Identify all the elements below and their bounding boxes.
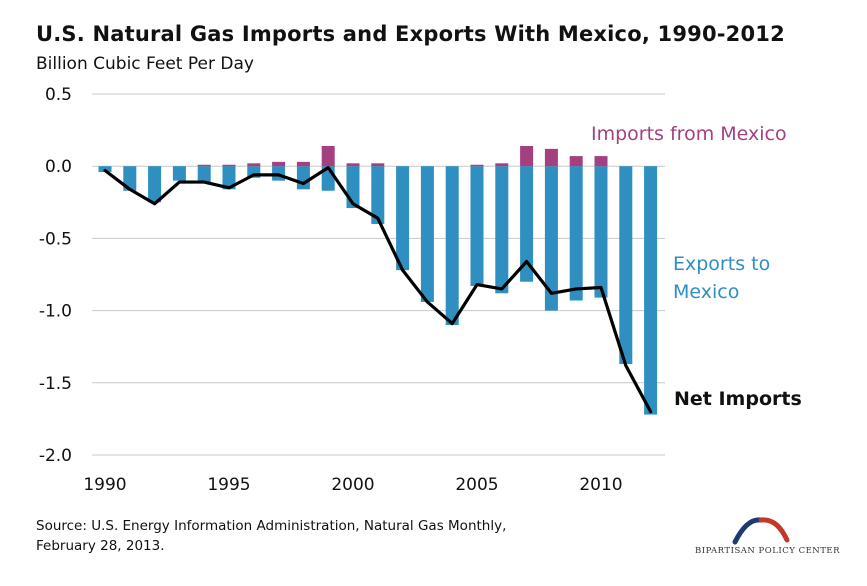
net-imports-polyline (103, 166, 653, 414)
y-tick-label: -1.0 (39, 302, 72, 322)
source-line1: Source: U.S. Energy Information Administ… (36, 518, 507, 534)
x-tick-label: 2010 (579, 475, 622, 495)
source-note: Source: U.S. Energy Information Administ… (36, 516, 636, 556)
import-bar (272, 161, 286, 167)
import-bar (594, 156, 608, 167)
import-bar (222, 164, 236, 167)
x-tick-label: 1990 (83, 475, 126, 495)
y-tick-label: -0.5 (39, 229, 72, 249)
exports-annotation: Exports to Mexico (673, 250, 770, 306)
import-bar (321, 145, 335, 167)
exports-annotation-line1: Exports to (673, 253, 771, 275)
import-bar (495, 163, 509, 167)
logo-arc-icon (732, 517, 790, 545)
y-tick-label: 0.5 (45, 85, 72, 105)
export-bar (445, 166, 459, 326)
x-tick-labels: 1990 1995 2000 2005 2010 (83, 475, 622, 495)
y-tick-label: 0.0 (45, 157, 72, 177)
x-tick-label: 2000 (331, 475, 374, 495)
bipartisan-policy-center-logo: BIPARTISAN POLICY CENTER (695, 510, 840, 570)
import-bar (520, 145, 534, 167)
import-bar (569, 156, 583, 167)
y-tick-label: -2.0 (39, 446, 72, 466)
y-tick-labels: 0.5 0.0 -0.5 -1.0 -1.5 -2.0 (39, 85, 72, 466)
export-bar (619, 166, 633, 365)
bars (98, 145, 658, 415)
import-bar (371, 163, 385, 167)
export-bar (420, 166, 434, 302)
export-bar (396, 166, 410, 271)
import-bar (296, 161, 310, 167)
export-bar (197, 166, 211, 183)
export-bar (172, 166, 186, 181)
export-bar (148, 166, 162, 203)
chart-subtitle: Billion Cubic Feet Per Day (36, 54, 254, 74)
export-bar (222, 166, 236, 190)
export-bar (544, 166, 558, 311)
imports-annotation: Imports from Mexico (591, 123, 787, 145)
export-bar (569, 166, 583, 301)
export-bar (495, 166, 509, 294)
export-bar (371, 166, 385, 224)
export-bar (644, 166, 658, 415)
net-imports-annotation: Net Imports (674, 388, 802, 410)
export-bar (123, 166, 137, 191)
logo-text: BIPARTISAN POLICY CENTER (695, 546, 840, 556)
export-bar (594, 166, 608, 298)
export-bar (520, 166, 534, 282)
import-bar (247, 163, 261, 167)
export-bar (296, 166, 310, 190)
import-bar (346, 163, 360, 167)
source-line2: February 28, 2013. (36, 538, 165, 554)
export-bar (470, 166, 484, 287)
export-bar (247, 166, 261, 178)
chart-title: U.S. Natural Gas Imports and Exports Wit… (36, 22, 785, 46)
import-bar (470, 164, 484, 167)
x-tick-label: 1995 (207, 475, 250, 495)
import-bar (544, 148, 558, 167)
net-imports-line (103, 166, 653, 414)
y-tick-label: -1.5 (39, 374, 72, 394)
exports-annotation-line2: Mexico (673, 281, 740, 303)
x-tick-label: 2005 (455, 475, 498, 495)
import-bar (197, 164, 211, 167)
